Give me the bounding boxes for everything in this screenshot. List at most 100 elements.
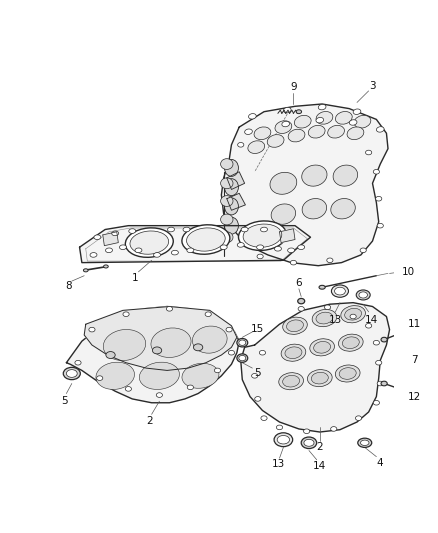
Ellipse shape [327, 258, 333, 263]
Ellipse shape [311, 373, 328, 384]
Ellipse shape [106, 248, 113, 253]
Ellipse shape [285, 347, 302, 359]
Ellipse shape [257, 245, 264, 249]
Ellipse shape [221, 232, 233, 243]
Ellipse shape [274, 433, 293, 447]
Ellipse shape [283, 108, 291, 113]
Ellipse shape [302, 165, 327, 186]
Polygon shape [67, 306, 239, 403]
Ellipse shape [290, 260, 297, 265]
Ellipse shape [245, 129, 252, 134]
Text: 14: 14 [364, 314, 378, 325]
Text: 13: 13 [271, 459, 285, 470]
Ellipse shape [248, 141, 265, 154]
Ellipse shape [271, 204, 296, 224]
Ellipse shape [237, 354, 248, 362]
Ellipse shape [221, 214, 233, 225]
Ellipse shape [220, 245, 227, 249]
Ellipse shape [381, 337, 387, 342]
Ellipse shape [298, 245, 305, 249]
Ellipse shape [316, 117, 324, 123]
Ellipse shape [226, 327, 232, 332]
Ellipse shape [298, 298, 305, 304]
Ellipse shape [251, 374, 258, 378]
Polygon shape [103, 232, 118, 246]
Ellipse shape [261, 416, 267, 421]
Ellipse shape [255, 397, 261, 401]
Ellipse shape [319, 285, 325, 289]
Ellipse shape [238, 142, 244, 147]
Ellipse shape [356, 290, 370, 300]
Ellipse shape [314, 342, 331, 353]
Ellipse shape [356, 416, 362, 421]
Polygon shape [227, 193, 245, 210]
Ellipse shape [286, 320, 304, 332]
Ellipse shape [182, 225, 230, 254]
Ellipse shape [120, 245, 127, 249]
Ellipse shape [282, 122, 290, 127]
Ellipse shape [353, 109, 361, 115]
Ellipse shape [301, 437, 317, 449]
Ellipse shape [336, 365, 360, 382]
Ellipse shape [187, 228, 225, 251]
Ellipse shape [112, 231, 119, 236]
Ellipse shape [90, 253, 97, 257]
Ellipse shape [239, 356, 246, 361]
Ellipse shape [106, 352, 115, 359]
Text: 13: 13 [328, 314, 342, 325]
Text: 12: 12 [408, 392, 421, 401]
Ellipse shape [366, 324, 372, 328]
Ellipse shape [304, 429, 310, 433]
Ellipse shape [277, 435, 290, 444]
Ellipse shape [376, 196, 382, 201]
Text: 11: 11 [408, 319, 421, 329]
Ellipse shape [123, 312, 129, 317]
Text: 6: 6 [296, 278, 302, 288]
Polygon shape [279, 229, 295, 243]
Ellipse shape [376, 360, 382, 365]
Ellipse shape [332, 285, 349, 297]
Ellipse shape [377, 223, 383, 228]
Ellipse shape [192, 326, 227, 353]
Ellipse shape [376, 127, 384, 132]
Ellipse shape [83, 269, 88, 272]
Ellipse shape [296, 110, 302, 114]
Ellipse shape [281, 344, 306, 361]
Polygon shape [241, 303, 389, 432]
Ellipse shape [183, 227, 190, 232]
Ellipse shape [75, 360, 81, 365]
Ellipse shape [221, 196, 233, 206]
Ellipse shape [63, 367, 80, 379]
Ellipse shape [288, 248, 295, 253]
Text: 8: 8 [65, 281, 72, 290]
Ellipse shape [228, 350, 235, 355]
Polygon shape [80, 225, 311, 263]
Ellipse shape [343, 337, 359, 349]
Ellipse shape [97, 376, 103, 381]
Ellipse shape [358, 438, 372, 447]
Text: 2: 2 [317, 442, 323, 453]
Ellipse shape [89, 327, 95, 332]
Ellipse shape [316, 111, 333, 124]
Ellipse shape [182, 364, 219, 388]
Polygon shape [84, 306, 237, 370]
Ellipse shape [350, 314, 356, 319]
Ellipse shape [304, 439, 314, 446]
Text: 10: 10 [402, 267, 415, 277]
Ellipse shape [96, 362, 134, 390]
Ellipse shape [166, 306, 173, 311]
Ellipse shape [261, 227, 268, 232]
Ellipse shape [221, 159, 233, 169]
Ellipse shape [302, 198, 327, 219]
Ellipse shape [238, 221, 286, 251]
Text: 14: 14 [313, 461, 326, 471]
Ellipse shape [354, 115, 371, 128]
Ellipse shape [139, 362, 180, 390]
Text: 5: 5 [254, 368, 260, 378]
Ellipse shape [283, 317, 307, 334]
Ellipse shape [224, 198, 238, 215]
Ellipse shape [336, 111, 352, 124]
Ellipse shape [187, 248, 194, 253]
Ellipse shape [373, 341, 379, 345]
Ellipse shape [308, 125, 325, 138]
